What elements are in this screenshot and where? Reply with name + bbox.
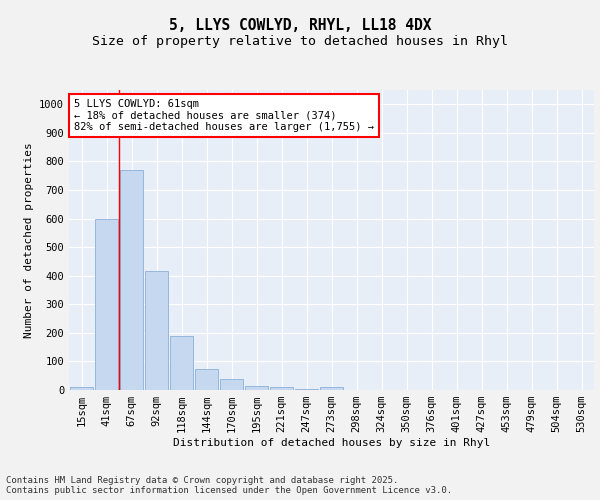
- Bar: [170, 336, 193, 390]
- Y-axis label: Number of detached properties: Number of detached properties: [23, 142, 34, 338]
- Bar: [195, 368, 218, 390]
- Bar: [295, 388, 318, 390]
- Bar: [320, 387, 343, 390]
- Bar: [270, 387, 293, 390]
- Bar: [120, 170, 143, 390]
- Text: 5, LLYS COWLYD, RHYL, LL18 4DX: 5, LLYS COWLYD, RHYL, LL18 4DX: [169, 18, 431, 32]
- Bar: [70, 387, 93, 390]
- Bar: [145, 272, 168, 390]
- X-axis label: Distribution of detached houses by size in Rhyl: Distribution of detached houses by size …: [173, 438, 490, 448]
- Bar: [95, 218, 118, 390]
- Text: Contains HM Land Registry data © Crown copyright and database right 2025.
Contai: Contains HM Land Registry data © Crown c…: [6, 476, 452, 495]
- Bar: [220, 378, 243, 390]
- Text: Size of property relative to detached houses in Rhyl: Size of property relative to detached ho…: [92, 35, 508, 48]
- Bar: [245, 386, 268, 390]
- Text: 5 LLYS COWLYD: 61sqm
← 18% of detached houses are smaller (374)
82% of semi-deta: 5 LLYS COWLYD: 61sqm ← 18% of detached h…: [74, 99, 374, 132]
